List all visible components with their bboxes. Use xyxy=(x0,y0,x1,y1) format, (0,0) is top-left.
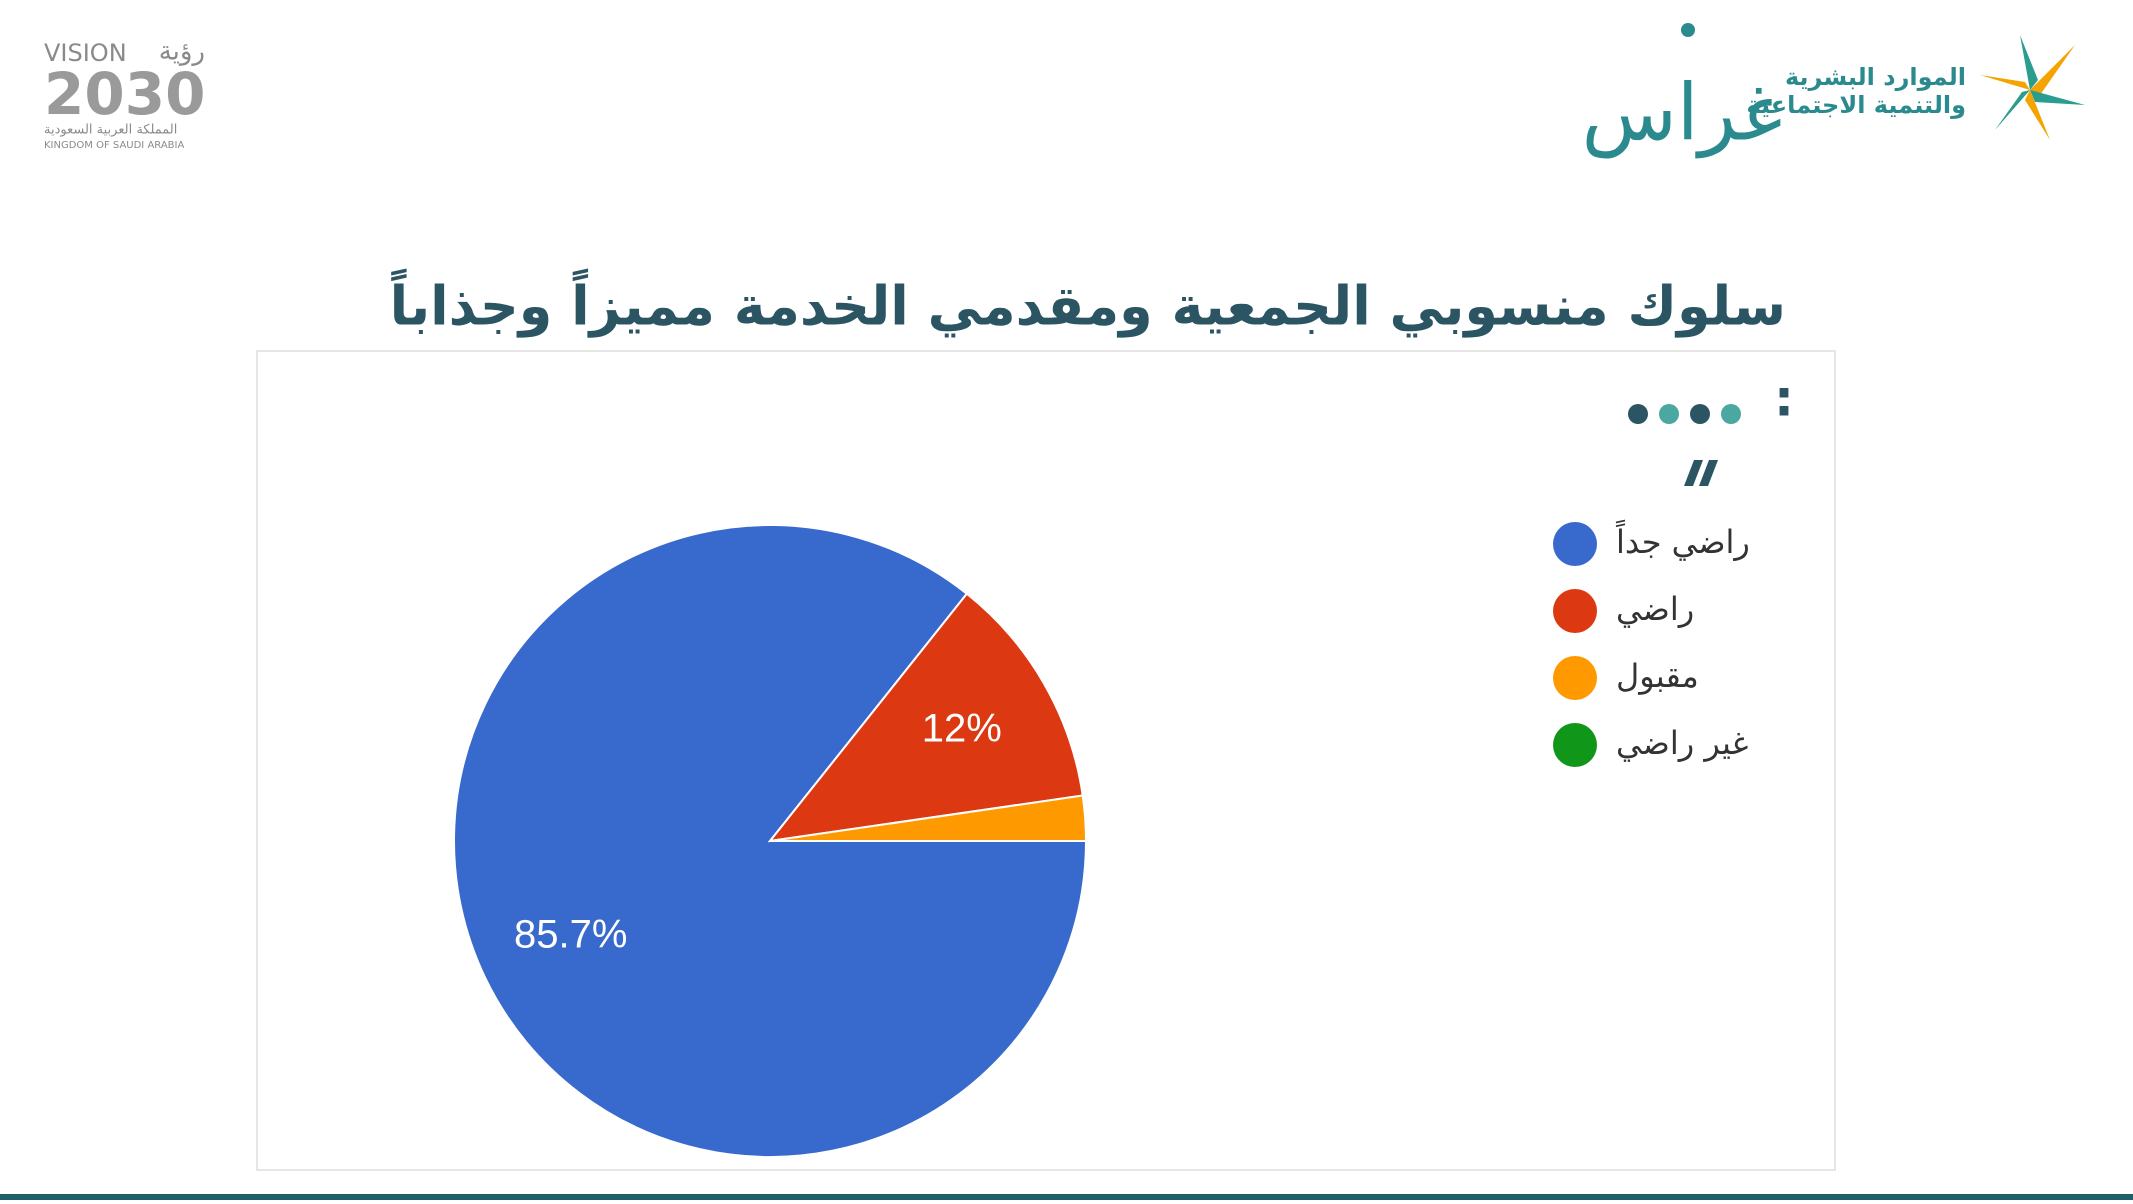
slice-label: 85.7% xyxy=(514,913,627,957)
dots-decoration xyxy=(1628,404,1741,486)
gerass-dot xyxy=(1681,23,1695,37)
ministry-star xyxy=(1980,35,2085,140)
colon: : xyxy=(1774,370,1794,428)
chart-frame xyxy=(256,350,1836,1171)
kingdom-english: KINGDOM OF SAUDI ARABIA xyxy=(44,140,184,151)
slice-label: 12% xyxy=(922,706,1002,750)
legend-label: مقبول xyxy=(1616,657,1699,695)
legend-marker xyxy=(1553,522,1597,566)
ministry-line2: والتنمية الاجتماعية xyxy=(1746,91,1966,119)
kingdom-arabic: المملكة العربية السعودية xyxy=(44,123,177,138)
chart-title: سلوك منسوبي الجمعية ومقدمي الخدمة مميزاً… xyxy=(390,268,1786,338)
ministry-line1: الموارد البشرية xyxy=(1785,63,1966,91)
legend-label: راضي xyxy=(1616,590,1694,628)
legend-marker xyxy=(1553,723,1597,767)
legend-label: غير راضي xyxy=(1616,724,1748,762)
legend-marker xyxy=(1553,656,1597,700)
legend-marker xyxy=(1553,589,1597,633)
gerass-logo: غراس xyxy=(1582,68,1783,159)
pie-slice xyxy=(767,592,1084,843)
vision-word: VISION xyxy=(44,39,127,67)
vision-arabic: رؤية xyxy=(159,37,205,67)
legend-label: راضي جداً xyxy=(1615,519,1749,561)
pie-chart: 85.7% 12% راضي جداً راضي مقبول غير راضي xyxy=(453,519,1750,1158)
bottom-bar xyxy=(0,1194,2133,1200)
vision-year: 2030 xyxy=(44,60,205,128)
